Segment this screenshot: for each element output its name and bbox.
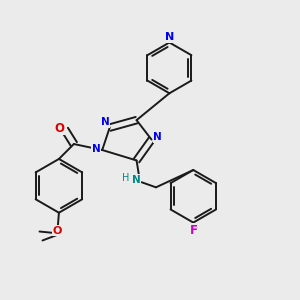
Text: N: N [153,132,162,142]
Text: N: N [132,175,141,185]
Text: N: N [165,32,174,42]
Text: N: N [101,117,110,127]
Text: O: O [53,226,62,236]
Text: O: O [54,122,64,135]
Text: F: F [190,224,198,236]
Text: N: N [92,143,100,154]
Text: H: H [122,173,130,183]
